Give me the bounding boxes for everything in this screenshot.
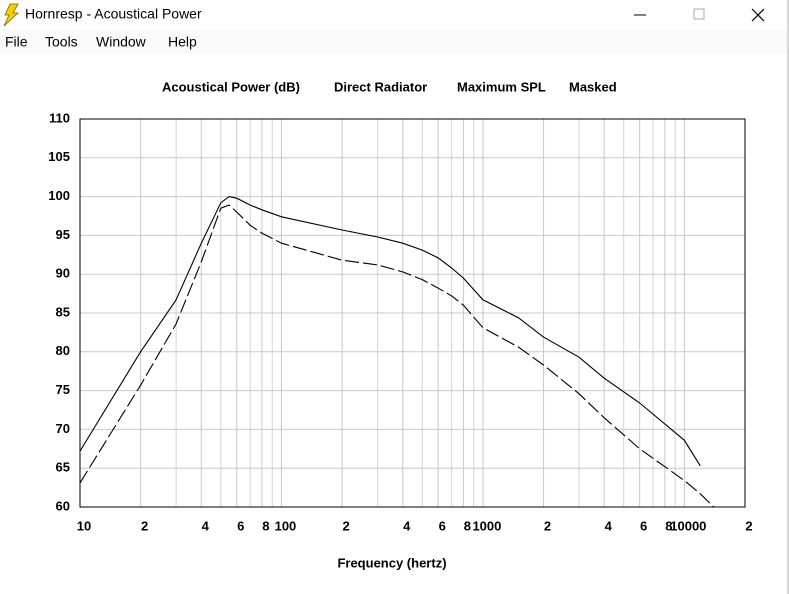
maximize-button[interactable]	[693, 8, 705, 20]
y-tick-label: 80	[56, 343, 70, 358]
x-tick-label: 100	[275, 518, 297, 533]
x-tick-label: 2	[745, 518, 752, 533]
chart-title: Masked	[569, 79, 617, 94]
x-tick-label: 2	[342, 518, 349, 533]
x-tick-label: 6	[640, 518, 647, 533]
menu-item[interactable]: File	[5, 34, 28, 50]
y-tick-label: 90	[56, 266, 70, 281]
x-tick-label: 6	[237, 518, 244, 533]
chart-title: Maximum SPL	[457, 79, 546, 94]
x-tick-label: 2	[141, 518, 148, 533]
x-tick-label: 2	[544, 518, 551, 533]
y-tick-label: 95	[56, 227, 70, 242]
window-edge	[787, 0, 789, 594]
y-tick-label: 110	[49, 110, 70, 125]
window-title: Hornresp - Acoustical Power	[25, 6, 202, 22]
y-tick-label: 60	[56, 498, 70, 513]
chart-title: Acoustical Power (dB)	[162, 79, 300, 94]
x-tick-label: 4	[403, 518, 411, 533]
series-line	[79, 204, 715, 508]
series-line	[79, 196, 701, 467]
x-tick-label: 10000	[670, 518, 706, 533]
menu-item[interactable]: Window	[96, 34, 147, 50]
menu-bar	[0, 30, 787, 54]
close-button[interactable]	[751, 8, 765, 22]
menu-item[interactable]: Tools	[45, 34, 78, 50]
menu-item[interactable]: Help	[168, 34, 197, 50]
y-tick-label: 70	[56, 421, 70, 436]
chart-title: Direct Radiator	[334, 79, 427, 94]
y-tick-label: 105	[48, 149, 70, 164]
x-tick-label: 8	[464, 518, 471, 533]
app-icon	[3, 3, 20, 27]
x-tick-label: 1000	[472, 518, 501, 533]
x-tick-label: 8	[262, 518, 269, 533]
y-tick-label: 75	[56, 382, 70, 397]
x-tick-label: 6	[439, 518, 446, 533]
x-tick-label: 4	[605, 518, 613, 533]
y-tick-label: 65	[56, 460, 70, 475]
y-tick-label: 100	[48, 188, 70, 203]
plot-border	[79, 118, 746, 508]
x-axis-label: Frequency (hertz)	[337, 555, 446, 570]
y-tick-label: 85	[56, 304, 70, 319]
x-tick-label: 10	[77, 518, 91, 533]
x-tick-label: 4	[202, 518, 210, 533]
x-tick-label: 8	[665, 518, 672, 533]
